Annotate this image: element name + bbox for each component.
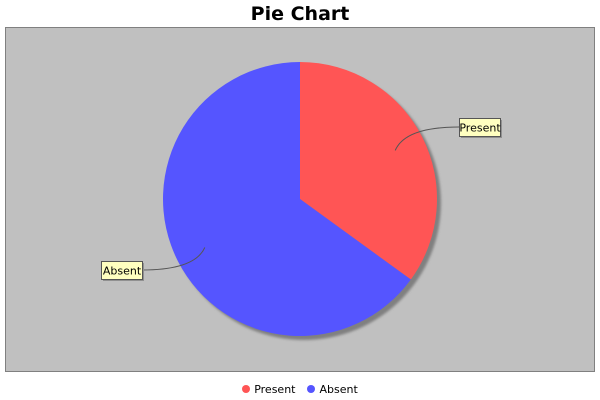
legend-label-absent: Absent [319,382,358,396]
pie-labels: Present Absent [101,118,502,281]
pie-slices [162,62,437,336]
label-connector-absent [141,247,206,271]
label-connector-present [394,126,460,151]
chart-title: Pie Chart [250,3,350,25]
slice-label-absent: Absent [103,265,142,278]
label-box-absent [101,261,143,280]
legend-swatch-absent [307,385,316,393]
legend-swatch-present [242,385,251,393]
legend-item-present: Present [242,383,295,396]
label-box-present [459,118,501,137]
legend: Present Absent [0,380,600,398]
pie-slice-present [300,62,437,280]
legend-label-present: Present [254,382,296,396]
slice-label-present: Present [459,122,501,135]
pie-slice-absent [162,62,411,336]
legend-item-absent: Absent [307,382,358,396]
